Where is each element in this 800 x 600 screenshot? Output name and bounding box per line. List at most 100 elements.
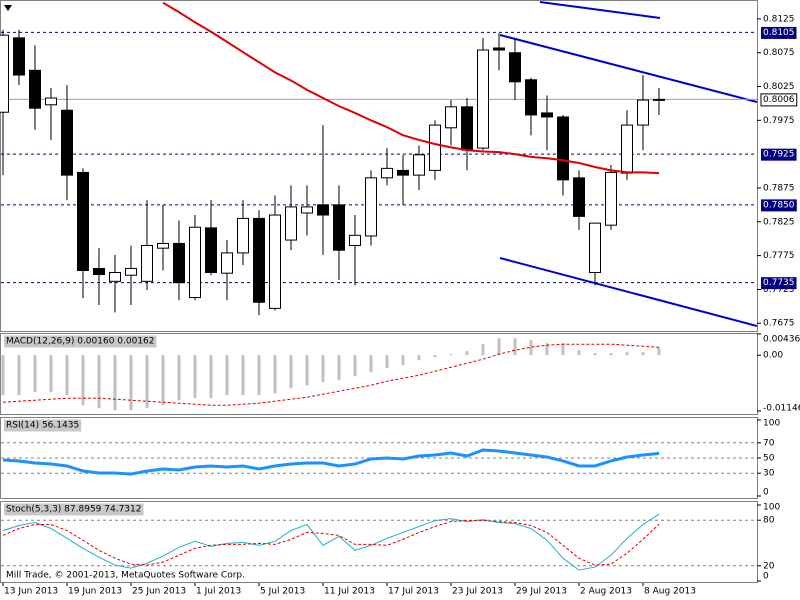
histogram-bar: [161, 355, 165, 406]
candle-body: [509, 52, 521, 83]
y-tick-label: 0.7725: [763, 285, 795, 295]
trend-line: [499, 34, 757, 103]
y-tick-label: 0.7825: [763, 217, 795, 227]
histogram-bar: [401, 355, 405, 366]
histogram-bar: [193, 355, 197, 399]
candle-body: [29, 69, 41, 109]
histogram-bar: [625, 352, 629, 356]
y-tick-label: 100: [763, 419, 780, 429]
candle-body: [45, 97, 57, 106]
y-tick-label: 0.8025: [763, 82, 795, 92]
candle-body: [589, 222, 601, 274]
y-tick-label: 100: [763, 503, 780, 513]
histogram-bar: [1, 355, 5, 396]
candle-body: [269, 214, 281, 309]
candle-body: [397, 169, 409, 176]
candle-body: [77, 171, 89, 271]
histogram-bar: [561, 343, 565, 356]
candle-body: [477, 49, 489, 149]
panel-frame: [0, 501, 758, 583]
x-tick-label: 23 Jul 2013: [452, 587, 503, 597]
indicator-line: [2, 520, 660, 566]
histogram-bar: [305, 355, 309, 386]
x-tick-label: 11 Jul 2013: [324, 587, 375, 597]
candle-body: [221, 252, 233, 274]
level-label: 0.7735: [763, 278, 795, 288]
histogram-bar: [177, 355, 181, 401]
panel-layer: [0, 1, 757, 316]
histogram-bar: [449, 354, 453, 356]
y-tick-label: 0: [763, 572, 769, 582]
candle-body: [109, 272, 121, 282]
histogram-bar: [17, 355, 21, 396]
level-label: 0.7850: [763, 200, 795, 210]
y-tick-label: 80: [763, 516, 775, 526]
histogram-bar: [113, 355, 117, 411]
candle-body: [445, 106, 457, 129]
candle-body: [13, 37, 25, 76]
moving-average: [162, 1, 660, 175]
candle-body: [365, 177, 377, 237]
label-box: [4, 503, 144, 516]
candle-body: [317, 204, 329, 216]
candle-body: [493, 47, 505, 51]
indicator-title: MACD(12,26,9) 0.00160 0.00162: [6, 337, 155, 347]
label-box: [761, 277, 797, 290]
watermark: Mill Trade, © 2001-2013, MetaQuotes Soft…: [6, 571, 245, 581]
histogram-bar: [33, 355, 37, 393]
x-tick-label: 19 Jun 2013: [68, 587, 122, 597]
level-label: 0.7925: [763, 150, 795, 160]
histogram-bar: [593, 353, 597, 356]
last-price-label: 0.8006: [763, 95, 795, 105]
candle-body: [637, 99, 649, 126]
candle-body: [253, 217, 265, 303]
histogram-bar: [257, 355, 261, 396]
panel-frame: [0, 333, 758, 415]
candle-body: [429, 124, 441, 171]
y-tick-label: 0.00436: [763, 335, 800, 345]
y-tick-label: 0: [763, 488, 769, 498]
label-box: [761, 26, 797, 39]
label-box: [761, 148, 797, 161]
histogram-bar: [417, 355, 421, 361]
candle-body: [157, 242, 169, 249]
histogram-bar: [369, 355, 373, 373]
histogram-bar: [353, 355, 357, 377]
histogram-bar: [321, 355, 325, 383]
histogram-bar: [97, 355, 101, 409]
candle-body: [461, 106, 473, 151]
candle-body: [573, 177, 585, 217]
candle-body: [141, 244, 153, 282]
y-tick-label: 0.7675: [763, 319, 795, 329]
y-tick-label: 0.7775: [763, 251, 795, 261]
candle-body: [621, 124, 633, 174]
histogram-bar: [513, 338, 517, 356]
x-tick-label: 25 Jun 2013: [132, 587, 186, 597]
label-box: [761, 199, 797, 212]
histogram-bar: [289, 355, 293, 389]
histogram-bar: [49, 355, 53, 393]
histogram-bar: [145, 355, 149, 409]
candle-body: [0, 34, 9, 113]
candle-body: [173, 242, 185, 284]
candle-body: [557, 116, 569, 181]
y-tick-label: 0.00: [763, 351, 783, 361]
candle-body: [237, 217, 249, 254]
histogram-bar: [657, 347, 661, 356]
histogram-bar: [609, 353, 613, 356]
histogram-bar: [241, 355, 245, 396]
candle-body: [93, 267, 105, 276]
candle-body: [381, 167, 393, 179]
histogram-bar: [81, 355, 85, 406]
histogram-bar: [465, 351, 469, 356]
y-tick-label: 0.8075: [763, 48, 795, 58]
histogram-bar: [385, 355, 389, 369]
x-tick-label: 29 Jul 2013: [516, 587, 567, 597]
candle-body: [301, 206, 313, 214]
histogram-bar: [65, 355, 69, 396]
x-tick-label: 5 Jul 2013: [260, 587, 305, 597]
label-box: [4, 335, 157, 348]
candle-body: [333, 204, 345, 251]
y-tick-label: 0.7875: [763, 183, 795, 193]
